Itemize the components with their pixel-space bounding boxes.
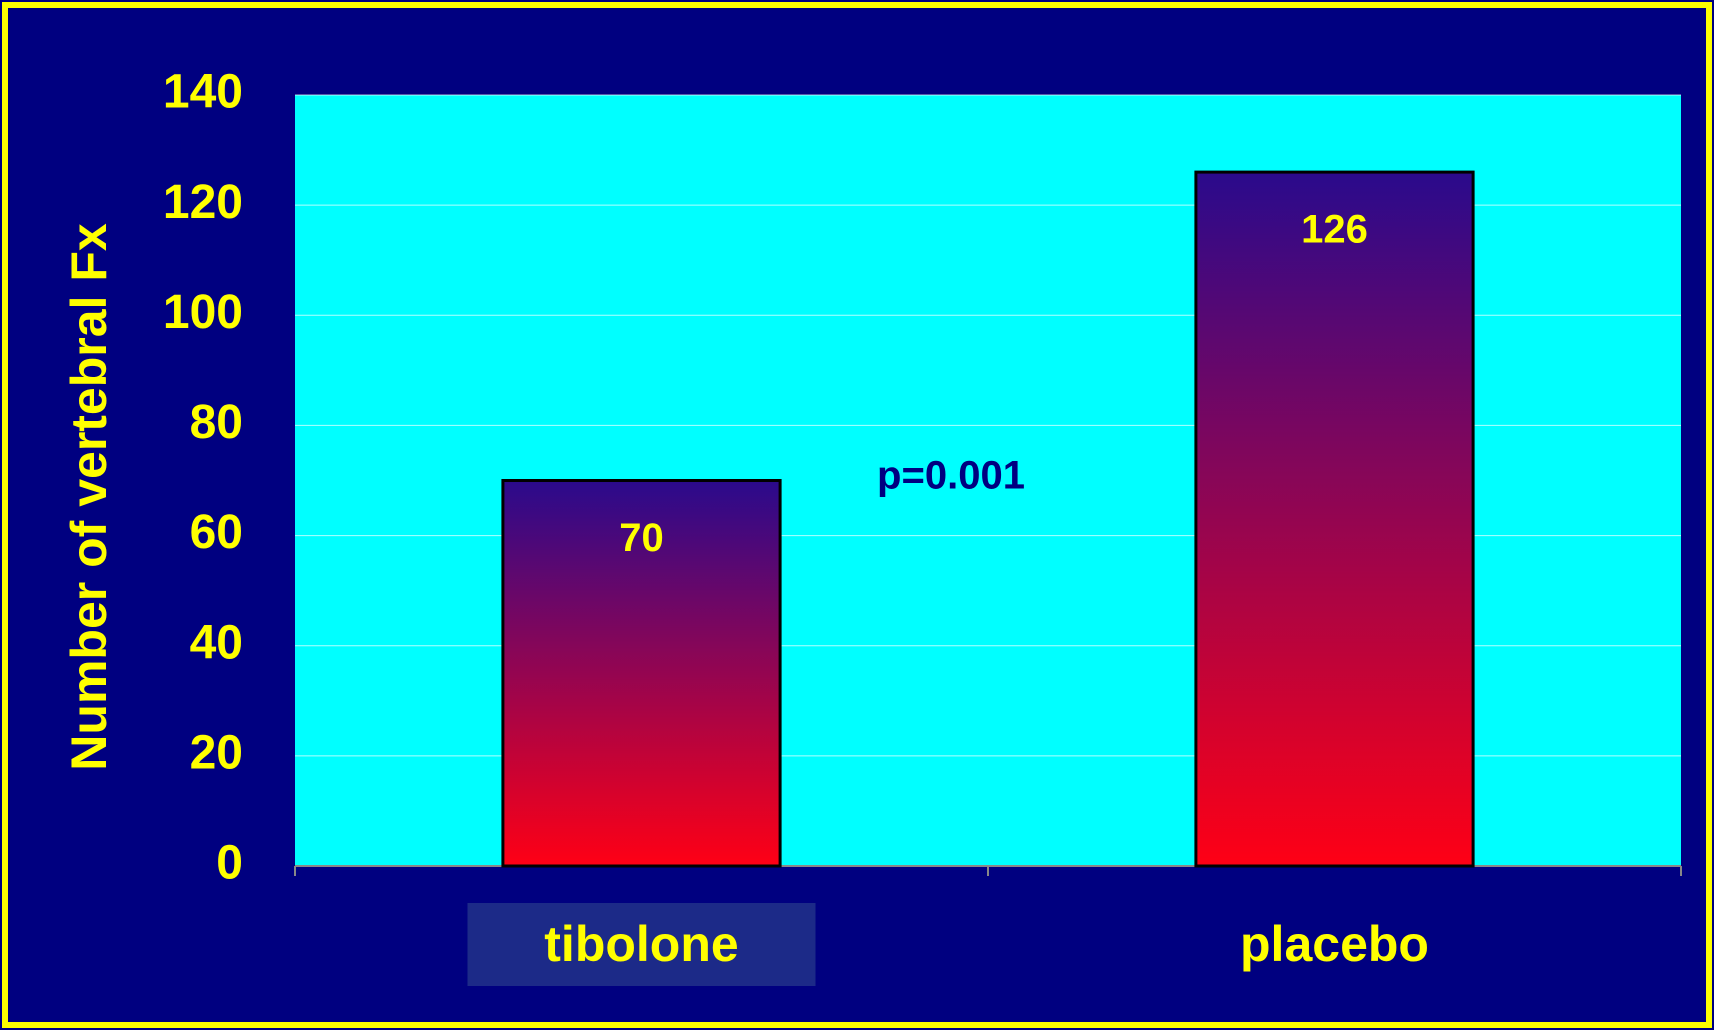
y-axis-label: Number of vertebral Fx [61, 223, 117, 771]
y-tick-label: 40 [190, 616, 243, 669]
x-tick-label: placebo [1240, 916, 1429, 972]
y-tick-label: 0 [216, 837, 243, 890]
y-tick-label: 20 [190, 727, 243, 780]
annotation: p=0.001 [877, 454, 1025, 498]
bar [1194, 170, 1475, 868]
y-tick-label: 60 [190, 506, 243, 559]
x-tick-label: tibolone [544, 916, 738, 972]
data-label: 70 [619, 516, 664, 560]
y-tick-label: 140 [163, 66, 243, 119]
y-tick-label: 80 [190, 396, 243, 449]
data-label: 126 [1301, 208, 1368, 252]
category-highlight [467, 903, 816, 986]
y-tick-label: 100 [163, 286, 243, 339]
bar [501, 479, 782, 868]
y-tick-label: 120 [163, 176, 243, 229]
